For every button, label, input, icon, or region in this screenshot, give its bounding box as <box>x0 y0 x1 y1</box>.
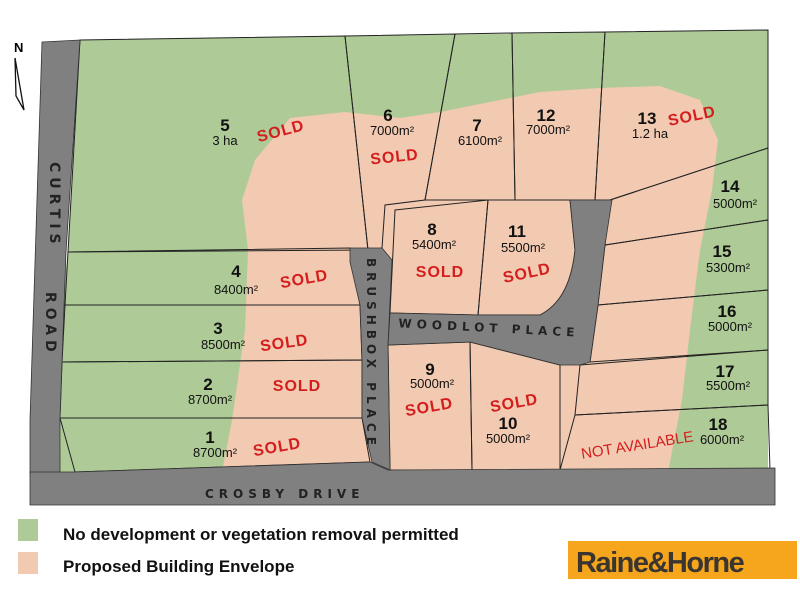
lot-17[interactable]: 17 5500m² <box>706 362 751 393</box>
legend-label: No development or vegetation removal per… <box>63 525 459 544</box>
lot-area: 6100m² <box>458 133 503 148</box>
lot-6[interactable]: 6 7000m² SOLD <box>370 106 420 169</box>
curtis-road <box>29 39 81 476</box>
legend-swatch-envelope <box>18 552 38 574</box>
sold-label: SOLD <box>416 264 464 281</box>
lot-7[interactable]: 7 6100m² <box>458 116 503 148</box>
compass-label: N <box>14 40 23 55</box>
curtis-label: CURTIS <box>46 162 62 249</box>
lot-area: 5400m² <box>412 237 457 252</box>
road-label: ROAD <box>42 292 58 357</box>
woodlot-place <box>387 199 613 366</box>
crosby-drive <box>29 461 776 506</box>
lot-area: 3 ha <box>212 133 238 148</box>
lot-number: 7 <box>472 116 481 135</box>
lot-3[interactable]: 3 8500m² SOLD <box>201 319 310 355</box>
legend-label: Proposed Building Envelope <box>63 557 294 576</box>
logo-text: Raine&Horne <box>576 547 745 579</box>
lot-number: 16 <box>718 302 737 321</box>
lot-number: 13 <box>638 109 657 128</box>
lot-area: 5000m² <box>486 431 531 446</box>
lot-area: 5300m² <box>706 260 751 275</box>
sold-label: SOLD <box>259 332 309 356</box>
lot-number: 10 <box>499 414 518 433</box>
lot-number: 8 <box>427 220 436 239</box>
lot-area: 5500m² <box>501 240 546 255</box>
lot-number: 5 <box>220 116 229 135</box>
lot-8[interactable]: 8 5400m² SOLD <box>412 220 464 281</box>
brushbox-place-label: BRUSHBOX PLACE <box>364 258 378 450</box>
lot-number: 1 <box>205 428 214 447</box>
curtis-road-label: CURTIS <box>46 162 62 249</box>
lot-number: 18 <box>709 415 728 434</box>
lot-area: 6000m² <box>700 432 745 447</box>
lot-14[interactable]: 14 5000m² <box>713 177 758 211</box>
lot-12[interactable]: 12 7000m² <box>526 106 571 137</box>
lot-2[interactable]: 2 8700m² SOLD <box>188 375 321 407</box>
lot-area: 7000m² <box>370 123 415 138</box>
lot-area: 5500m² <box>706 378 751 393</box>
lot-number: 4 <box>231 262 241 281</box>
legend: No development or vegetation removal per… <box>18 519 459 576</box>
lot-area: 5000m² <box>708 319 753 334</box>
lot-area: 5000m² <box>410 376 455 391</box>
lot-area: 8400m² <box>214 282 259 297</box>
sold-label: SOLD <box>370 147 420 169</box>
lot-number: 15 <box>713 242 732 261</box>
raine-horne-logo: Raine&Horne <box>568 541 797 579</box>
lot-10[interactable]: 10 5000m² SOLD <box>486 391 540 446</box>
crosby-drive-label: CROSBY DRIVE <box>205 487 364 501</box>
lot-area: 5000m² <box>713 196 758 211</box>
brushbox-place <box>349 247 393 471</box>
lot-number: 2 <box>203 375 212 394</box>
lot-area: 8500m² <box>201 337 246 352</box>
north-arrow-icon <box>14 57 25 111</box>
lot-area: 1.2 ha <box>632 126 669 141</box>
lot-area: 8700m² <box>193 445 238 460</box>
lot-15[interactable]: 15 5300m² <box>706 242 751 275</box>
lot-number: 6 <box>383 106 392 125</box>
lot-area: 7000m² <box>526 122 571 137</box>
lot-number: 3 <box>213 319 222 338</box>
lot-number: 17 <box>716 362 735 381</box>
lot-16[interactable]: 16 5000m² <box>708 302 753 334</box>
lot-number: 9 <box>425 360 434 379</box>
lot-area: 8700m² <box>188 392 233 407</box>
lot-number: 12 <box>537 106 556 125</box>
legend-swatch-vegetation <box>18 519 38 541</box>
lot-number: 11 <box>508 222 526 241</box>
sold-label: SOLD <box>273 378 321 395</box>
lot-number: 14 <box>721 177 740 196</box>
building-envelope-area <box>222 86 718 472</box>
